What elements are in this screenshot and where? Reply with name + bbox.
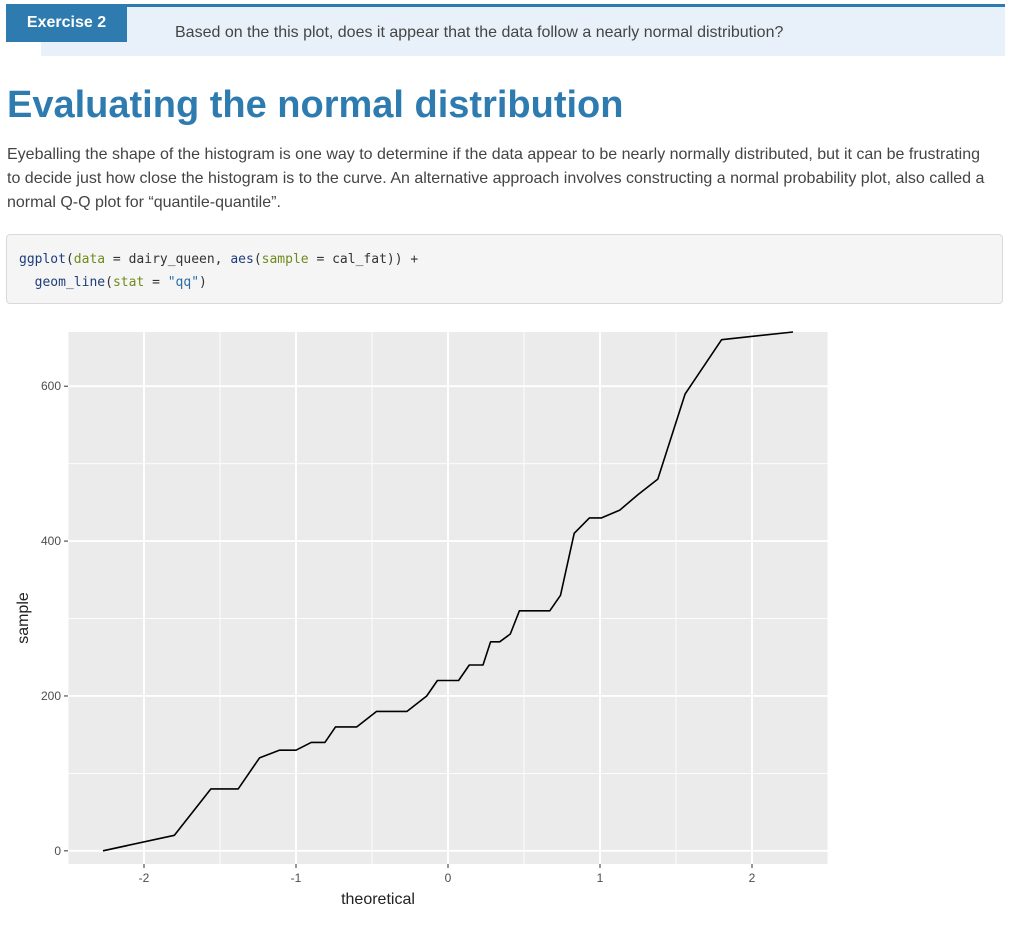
code-token: "qq" — [167, 275, 200, 290]
code-token — [19, 275, 35, 290]
exercise-label: Exercise 2 — [6, 4, 127, 42]
code-token: ( — [105, 275, 113, 290]
series-layer — [102, 331, 794, 852]
y-axis: 0 200 400 600 — [41, 379, 68, 858]
code-token: = — [144, 275, 168, 290]
code-token: data — [73, 252, 106, 267]
y-axis-title: sample — [15, 592, 32, 644]
x-axis: -2 -1 0 1 2 — [139, 864, 756, 885]
code-token: geom_line — [34, 275, 106, 290]
section-title: Evaluating the normal distribution — [7, 84, 624, 126]
code-token: ggplot — [19, 252, 66, 267]
code-token: aes — [230, 252, 254, 267]
x-axis-title: theoretical — [341, 891, 415, 908]
exercise-callout: Based on the this plot, does it appear t… — [6, 4, 1005, 56]
code-token: ( — [65, 252, 74, 267]
section-paragraph: Eyeballing the shape of the histogram is… — [7, 146, 985, 211]
exercise-question-box: Based on the this plot, does it appear t… — [41, 7, 1005, 56]
qq-plot: -2 -1 0 1 2 0 200 400 600 theoretical sample — [0, 318, 840, 918]
qq-plot-svg: -2 -1 0 1 2 0 200 400 600 theoretical sample — [15, 331, 829, 908]
x-tick-label: 0 — [445, 871, 452, 885]
exercise-accent-line — [6, 4, 1005, 7]
x-tick-label: -2 — [139, 871, 150, 885]
code-line-1: ggplot(data = dairy_queen, aes(sample = … — [19, 252, 418, 267]
y-tick-label: 600 — [41, 379, 61, 393]
code-token: = cal_fat)) + — [308, 252, 419, 267]
code-token: ) — [199, 275, 207, 290]
x-tick-label: -1 — [291, 871, 302, 885]
exercise-question: Based on the this plot, does it appear t… — [175, 24, 784, 41]
y-tick-label: 0 — [54, 844, 61, 858]
x-tick-label: 1 — [597, 871, 604, 885]
x-tick-label: 2 — [749, 871, 756, 885]
code-token: = dairy_queen, — [105, 252, 231, 267]
code-line-2: geom_line(stat = "qq") — [19, 275, 207, 290]
code-text: ggplot(data = dairy_queen, aes(sample = … — [19, 248, 418, 294]
code-token: stat — [112, 275, 145, 290]
code-block[interactable]: ggplot(data = dairy_queen, aes(sample = … — [6, 234, 1003, 304]
code-token: ( — [253, 252, 262, 267]
major-gridlines — [68, 332, 828, 864]
y-tick-label: 400 — [41, 534, 61, 548]
y-tick-label: 200 — [41, 689, 61, 703]
qq-line — [102, 331, 794, 852]
code-token: sample — [261, 252, 309, 267]
